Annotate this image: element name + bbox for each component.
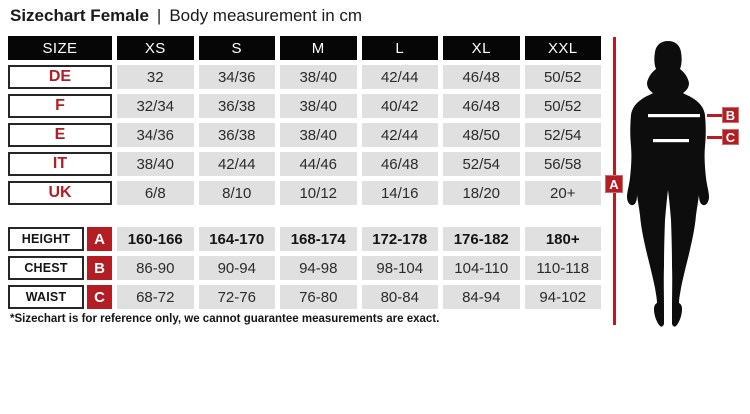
size-cell: 34/36: [198, 65, 275, 89]
country-label-f: F: [8, 94, 112, 118]
size-cell: 14/16: [361, 181, 438, 205]
marker-a-badge-label: A: [87, 227, 112, 251]
measure-label-chest: CHEST B: [8, 256, 112, 280]
size-cell: 52/54: [443, 152, 520, 176]
marker-b-badge-label: B: [87, 256, 112, 280]
size-cell: 44/46: [280, 152, 357, 176]
title-subtitle: Body measurement in cm: [169, 6, 363, 25]
size-cell: 40/42: [361, 94, 438, 118]
size-cell: 18/20: [443, 181, 520, 205]
size-cell: 176-182: [443, 227, 520, 251]
measure-label-waist: WAIST C: [8, 285, 112, 309]
column-header-size: SIZE: [8, 36, 112, 60]
size-cell: 46/48: [361, 152, 438, 176]
female-body-silhouette-icon: [627, 41, 709, 327]
size-cell: 84-94: [443, 285, 520, 309]
size-cell: 36/38: [198, 123, 275, 147]
size-cell: 32/34: [117, 94, 194, 118]
column-header-xxl: XXL: [524, 36, 601, 60]
size-cell: 86-90: [117, 256, 194, 280]
measure-label-box: WAIST: [8, 285, 84, 309]
size-cell: 164-170: [198, 227, 275, 251]
size-cell: 68-72: [117, 285, 194, 309]
waist-marker-dash: [707, 136, 722, 139]
size-cell: 38/40: [280, 94, 357, 118]
size-cell: 94-102: [524, 285, 601, 309]
country-label-uk: UK: [8, 181, 112, 205]
size-cell: 98-104: [361, 256, 438, 280]
size-cell: 180+: [524, 227, 601, 251]
measure-label-box: HEIGHT: [8, 227, 84, 251]
column-header-s: S: [198, 36, 275, 60]
size-cell: 46/48: [443, 94, 520, 118]
column-header-xs: XS: [117, 36, 194, 60]
title-separator: |: [156, 6, 162, 25]
waist-measure-line: [653, 139, 689, 143]
size-cell: 52/54: [524, 123, 601, 147]
size-cell: 56/58: [524, 152, 601, 176]
size-table: SIZE XS S M L XL XXL DE 32 34/36 38/40 4…: [8, 36, 601, 309]
country-label-e: E: [8, 123, 112, 147]
size-cell: 48/50: [443, 123, 520, 147]
page-title: Sizechart Female | Body measurement in cm: [10, 6, 362, 26]
marker-b-badge: B: [722, 107, 739, 123]
size-cell: 38/40: [280, 123, 357, 147]
country-label-it: IT: [8, 152, 112, 176]
column-header-l: L: [361, 36, 438, 60]
measurement-grid: HEIGHT A 160-166 164-170 168-174 172-178…: [8, 227, 601, 309]
size-cell: 6/8: [117, 181, 194, 205]
size-cell: 46/48: [443, 65, 520, 89]
size-grid: SIZE XS S M L XL XXL DE 32 34/36 38/40 4…: [8, 36, 601, 205]
size-cell: 168-174: [280, 227, 357, 251]
country-label-de: DE: [8, 65, 112, 89]
size-cell: 80-84: [361, 285, 438, 309]
size-cell: 42/44: [361, 123, 438, 147]
size-cell: 160-166: [117, 227, 194, 251]
size-cell: 50/52: [524, 65, 601, 89]
size-cell: 42/44: [361, 65, 438, 89]
size-cell: 172-178: [361, 227, 438, 251]
column-header-xl: XL: [443, 36, 520, 60]
size-cell: 32: [117, 65, 194, 89]
marker-a-badge: A: [605, 175, 623, 193]
size-cell: 90-94: [198, 256, 275, 280]
measure-label-height: HEIGHT A: [8, 227, 112, 251]
size-cell: 94-98: [280, 256, 357, 280]
marker-c-badge-label: C: [87, 285, 112, 309]
title-main: Sizechart Female: [10, 6, 149, 25]
footnote: *Sizechart is for reference only, we can…: [10, 313, 440, 325]
size-cell: 110-118: [524, 256, 601, 280]
size-cell: 42/44: [198, 152, 275, 176]
size-cell: 50/52: [524, 94, 601, 118]
size-cell: 38/40: [280, 65, 357, 89]
measure-label-box: CHEST: [8, 256, 84, 280]
column-header-m: M: [280, 36, 357, 60]
chest-marker-dash: [707, 114, 722, 117]
size-cell: 8/10: [198, 181, 275, 205]
bust-measure-line: [648, 114, 700, 118]
size-cell: 72-76: [198, 285, 275, 309]
marker-c-badge: C: [722, 129, 739, 145]
size-cell: 38/40: [117, 152, 194, 176]
size-cell: 20+: [524, 181, 601, 205]
size-cell: 104-110: [443, 256, 520, 280]
size-cell: 76-80: [280, 285, 357, 309]
size-cell: 10/12: [280, 181, 357, 205]
size-cell: 36/38: [198, 94, 275, 118]
size-cell: 34/36: [117, 123, 194, 147]
